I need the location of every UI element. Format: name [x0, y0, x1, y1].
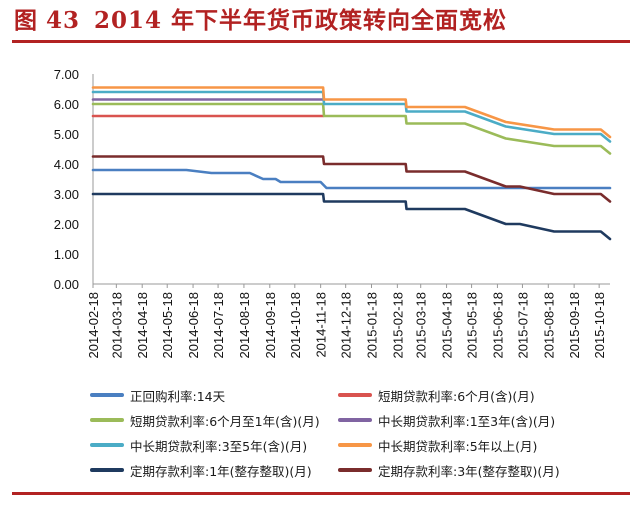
series-line-6	[91, 86, 612, 139]
legend-item-4: 中长期贷款利率:1至3年(含)(月)	[338, 409, 555, 431]
legend-swatch	[90, 418, 124, 422]
legend-item-7: 定期存款利率:1年(整存整取)(月)	[90, 459, 312, 481]
x-tick-label: 2015-10-18	[592, 292, 607, 359]
x-tick-label: 2015-09-18	[567, 292, 582, 359]
y-tick-label: 0.00	[54, 277, 79, 292]
legend-swatch	[90, 393, 124, 397]
x-tick-label: 2014-02-18	[86, 292, 101, 359]
figure-title-text: 2014 年下半年货币政策转向全面宽松	[94, 7, 508, 34]
y-tick-label: 1.00	[54, 247, 79, 262]
series-line-7	[91, 192, 612, 241]
x-tick-label: 2015-02-18	[390, 292, 405, 359]
legend-label: 中长期贷款利率:3至5年(含)(月)	[130, 438, 308, 454]
y-tick-label: 4.00	[54, 157, 79, 172]
x-tick-label: 2014-05-18	[160, 292, 175, 359]
legend-swatch	[90, 468, 124, 472]
x-tick-label: 2014-04-18	[135, 292, 150, 359]
legend-swatch	[338, 468, 372, 472]
y-tick-label: 2.00	[54, 217, 79, 232]
figure-label: 图	[14, 7, 38, 34]
x-tick-label: 2015-06-18	[490, 292, 505, 359]
series-line-8	[91, 155, 612, 203]
legend-swatch	[338, 443, 372, 447]
x-tick-label: 2014-06-18	[186, 292, 201, 359]
title-rule	[12, 40, 630, 43]
legend-label: 定期存款利率:1年(整存整取)(月)	[130, 463, 312, 479]
x-tick-label: 2014-08-18	[237, 292, 252, 359]
x-tick-label: 2014-10-18	[288, 292, 303, 359]
x-tick-label: 2015-05-18	[465, 292, 480, 359]
legend-item-5: 中长期贷款利率:3至5年(含)(月)	[90, 434, 307, 456]
y-tick-label: 6.00	[54, 97, 79, 112]
x-tick-label: 2014-07-18	[211, 292, 226, 359]
legend-label: 中长期贷款利率:5年以上(月)	[378, 438, 538, 454]
x-tick-label: 2014-12-18	[339, 292, 354, 359]
x-tick-label: 2015-07-18	[515, 292, 530, 359]
x-tick-label: 2015-04-18	[440, 292, 455, 359]
legend-label: 正回购利率:14天	[130, 388, 226, 404]
legend-swatch	[90, 443, 124, 447]
legend-item-3: 短期贷款利率:6个月至1年(含)(月)	[90, 409, 320, 431]
footer-rule	[12, 492, 630, 495]
x-tick-label: 2014-11-18	[314, 292, 329, 358]
series-lines	[91, 86, 612, 241]
y-tick-label: 3.00	[54, 187, 79, 202]
series-line-1	[91, 168, 612, 190]
series-line-3	[91, 102, 612, 155]
y-tick-label: 5.00	[54, 127, 79, 142]
legend-item-1: 正回购利率:14天	[90, 384, 225, 406]
legend-label: 定期存款利率:3年(整存整取)(月)	[378, 463, 560, 479]
x-axis: 2014-02-18 2014-03-18 2014-04-18 2014-05-18…	[86, 283, 610, 359]
legend-label: 中长期贷款利率:1至3年(含)(月)	[378, 413, 556, 429]
figure-title: 图 43 2014 年下半年货币政策转向全面宽松	[14, 4, 507, 38]
y-axis: 0.00 1.00 2.00 3.00 4.00 5.00 6.00 7.00	[54, 67, 94, 292]
figure-number: 43	[46, 7, 81, 34]
legend-swatch	[338, 393, 372, 397]
x-tick-label: 2014-03-18	[109, 292, 124, 359]
legend-item-6: 中长期贷款利率:5年以上(月)	[338, 434, 537, 456]
legend-label: 短期贷款利率:6个月至1年(含)(月)	[130, 413, 320, 429]
legend-swatch	[338, 418, 372, 422]
legend-item-8: 定期存款利率:3年(整存整取)(月)	[338, 459, 560, 481]
x-tick-label: 2015-03-18	[414, 292, 429, 359]
y-tick-label: 7.00	[54, 67, 79, 82]
x-tick-label: 2015-08-18	[541, 292, 556, 359]
legend-item-2: 短期贷款利率:6个月(含)(月)	[338, 384, 535, 406]
x-tick-label: 2015-01-18	[365, 292, 380, 359]
x-tick-label: 2014-09-18	[263, 292, 278, 359]
legend-label: 短期贷款利率:6个月(含)(月)	[378, 388, 535, 404]
